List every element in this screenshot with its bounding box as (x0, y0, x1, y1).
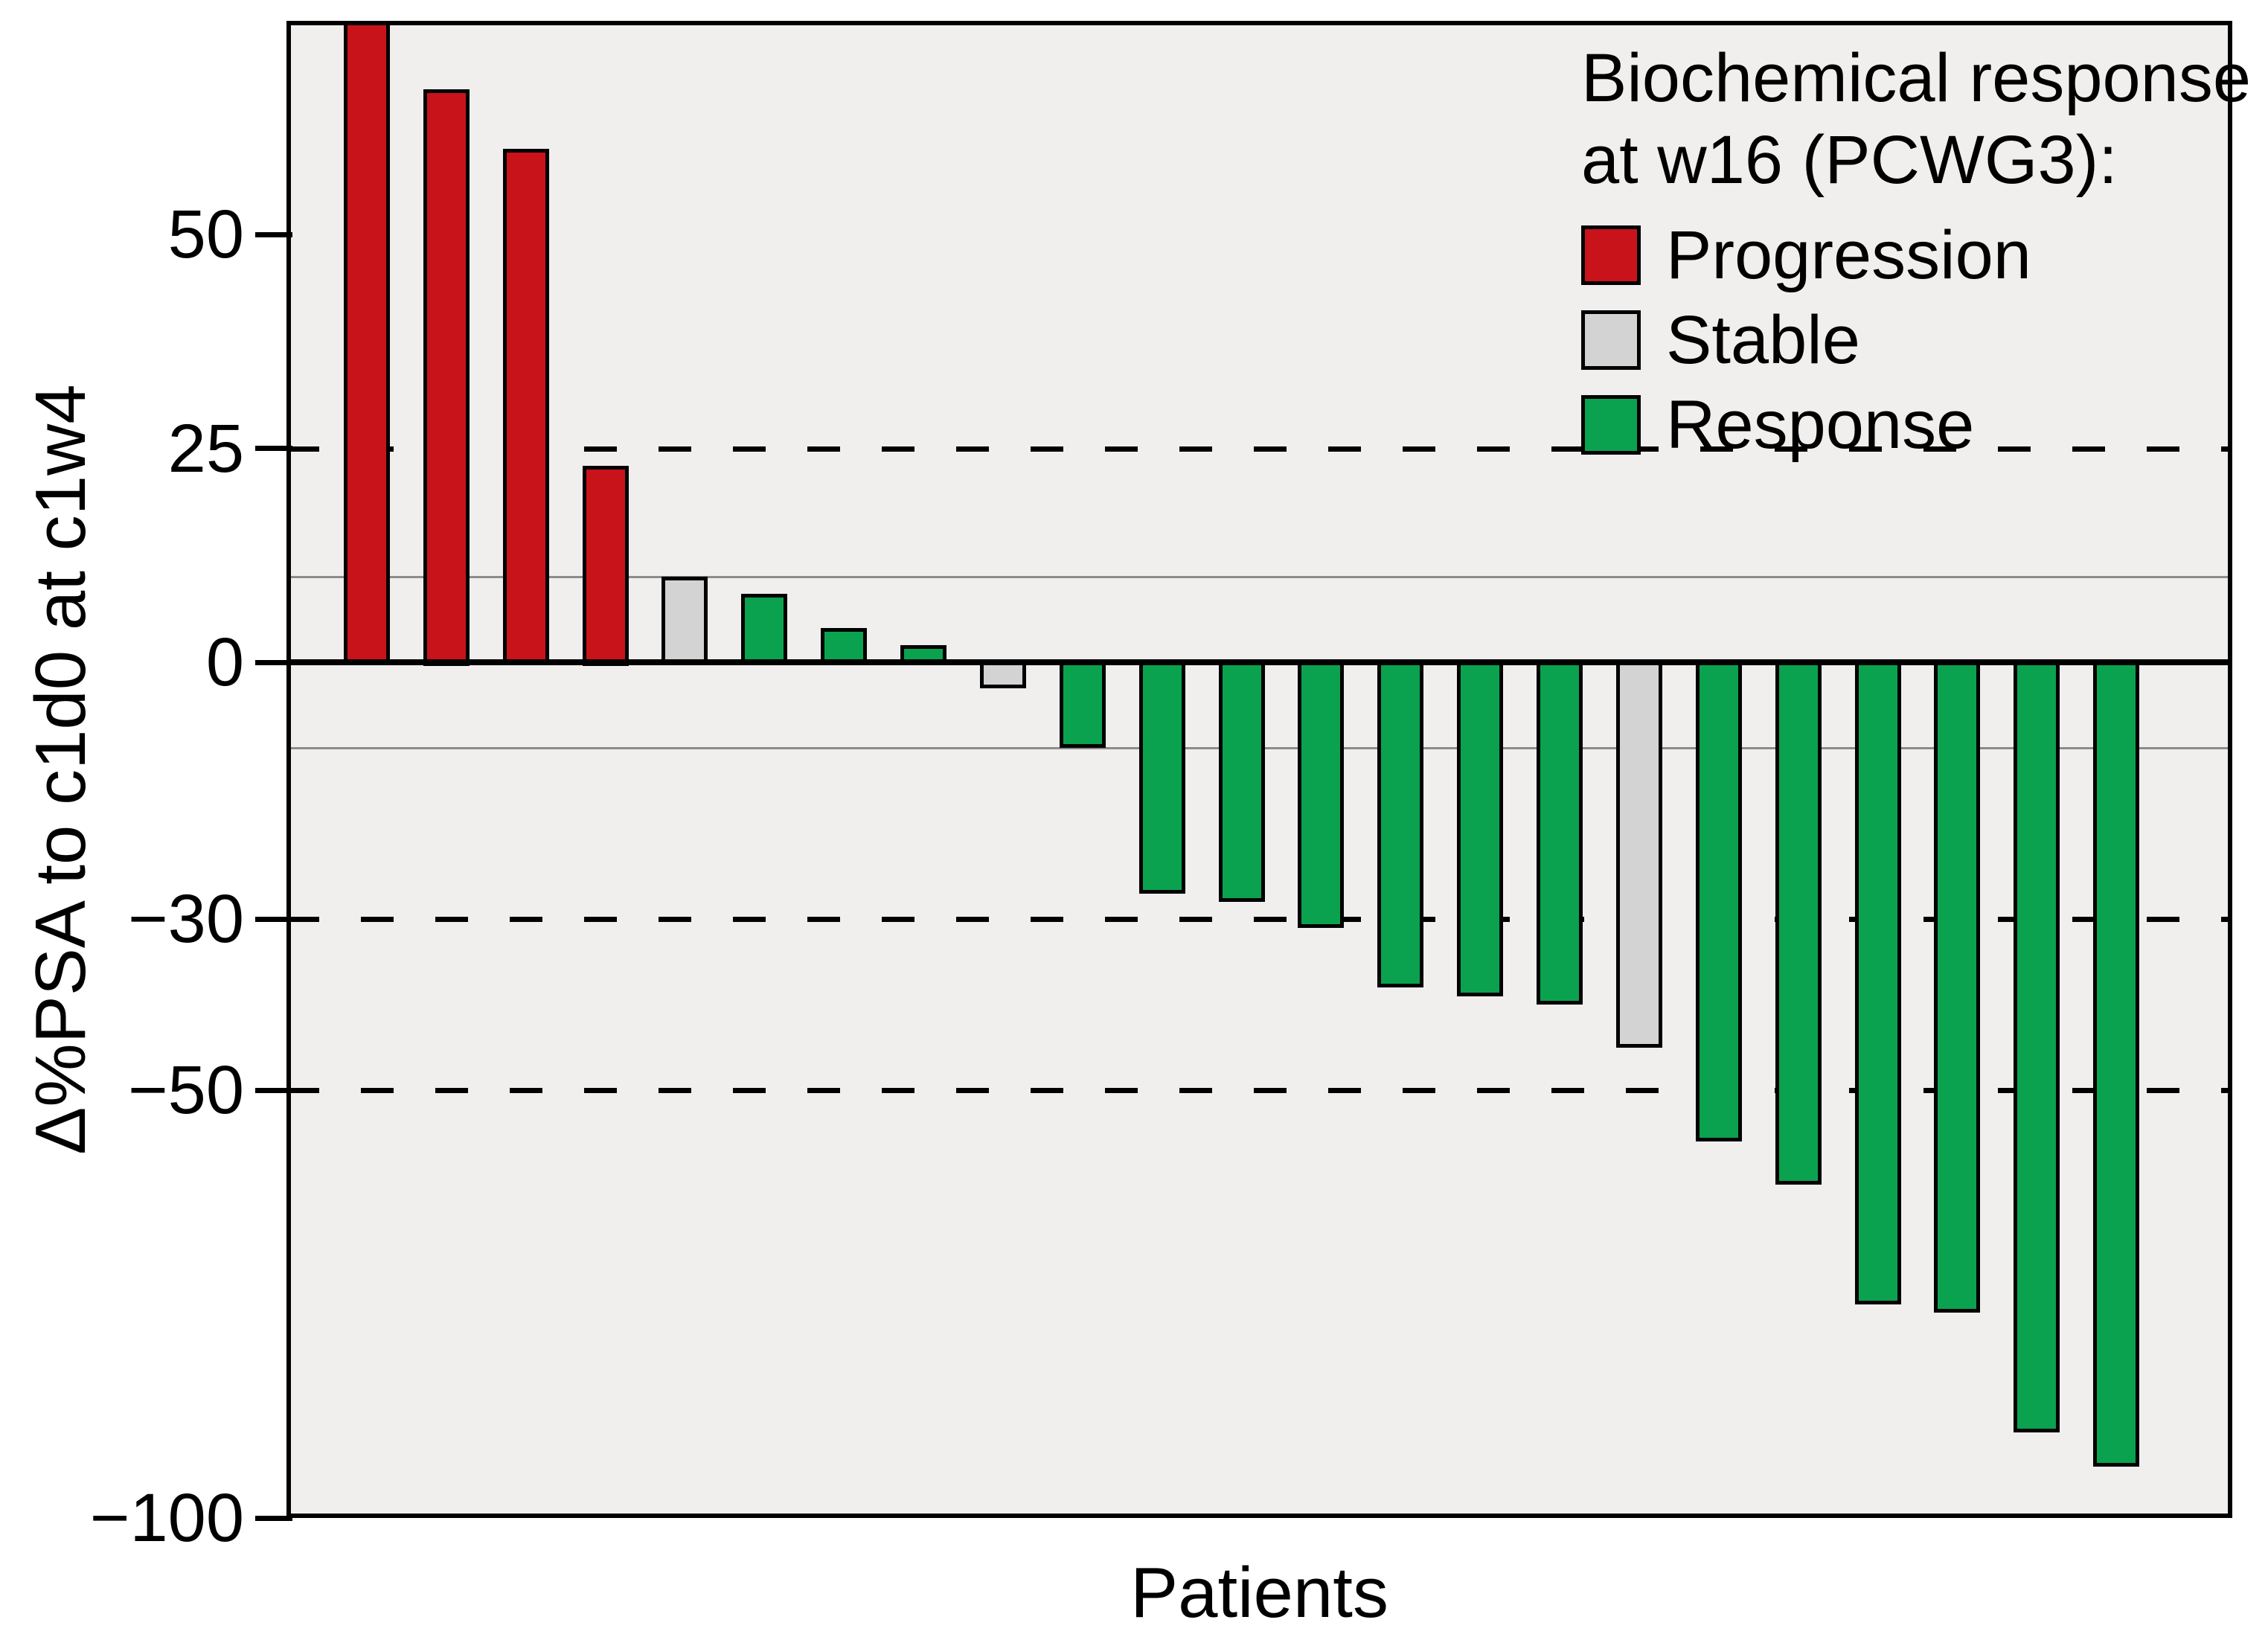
legend-item-label: Progression (1666, 217, 2031, 293)
y-tick-mark (255, 232, 292, 237)
y-axis-title: Δ%PSA to c1d0 at c1w4 (21, 384, 100, 1155)
patient-bar (1377, 659, 1423, 987)
patient-bar (1775, 659, 1822, 1185)
patient-bar (1696, 659, 1742, 1141)
legend-title-line-1: Biochemical response (1581, 40, 2252, 116)
y-tick-label: 50 (167, 196, 244, 272)
x-axis-title: Patients (1130, 1553, 1388, 1633)
patient-bar (2014, 659, 2060, 1432)
legend-item-label: Response (1666, 387, 1975, 463)
patient-bar (741, 594, 787, 665)
patient-bar (1219, 659, 1265, 902)
dashed-reference-line (286, 1088, 2232, 1093)
y-tick-label: −30 (127, 881, 244, 957)
patient-bar (1537, 659, 1583, 1005)
patient-bar (1139, 659, 1185, 894)
y-tick-label: −50 (127, 1052, 244, 1128)
legend-item-label: Stable (1666, 302, 1860, 378)
patient-bar (1298, 659, 1344, 928)
legend-item-progression: Progression (1581, 221, 2251, 289)
legend-items: Progression Stable Response (1581, 221, 2251, 459)
progression-swatch (1581, 225, 1641, 285)
y-tick-label: −100 (89, 1480, 244, 1556)
patient-bar (503, 149, 549, 665)
gray-reference-line (286, 576, 2232, 578)
dashed-reference-line (286, 446, 2232, 452)
legend: Biochemical response at w16 (PCWG3): Pro… (1581, 37, 2252, 459)
patient-bar (1457, 659, 1503, 996)
legend-item-stable: Stable (1581, 306, 2251, 374)
y-tick-mark (255, 917, 292, 922)
patient-bar (662, 577, 708, 665)
stable-swatch (1581, 310, 1641, 370)
response-swatch (1581, 395, 1641, 455)
dashed-reference-line (286, 917, 2232, 922)
patient-bar (1060, 659, 1106, 748)
patient-bar (1934, 659, 1980, 1313)
legend-title-line-2: at w16 (PCWG3): (1581, 122, 2118, 198)
y-tick-mark (255, 1088, 292, 1093)
y-tick-mark (255, 660, 292, 665)
patient-bar (1616, 659, 1662, 1048)
patient-bar (2093, 659, 2139, 1467)
y-tick-label: 25 (167, 411, 244, 487)
patient-bar (1855, 659, 1901, 1304)
patient-bar (344, 21, 390, 665)
zero-baseline (286, 659, 2232, 665)
y-tick-mark (255, 446, 292, 451)
plot-area (286, 21, 2232, 1518)
y-tick-mark (255, 1516, 292, 1521)
patient-bar (423, 89, 470, 666)
y-tick-label: 0 (205, 624, 244, 700)
patient-bar (583, 466, 629, 666)
legend-item-response: Response (1581, 391, 2251, 459)
